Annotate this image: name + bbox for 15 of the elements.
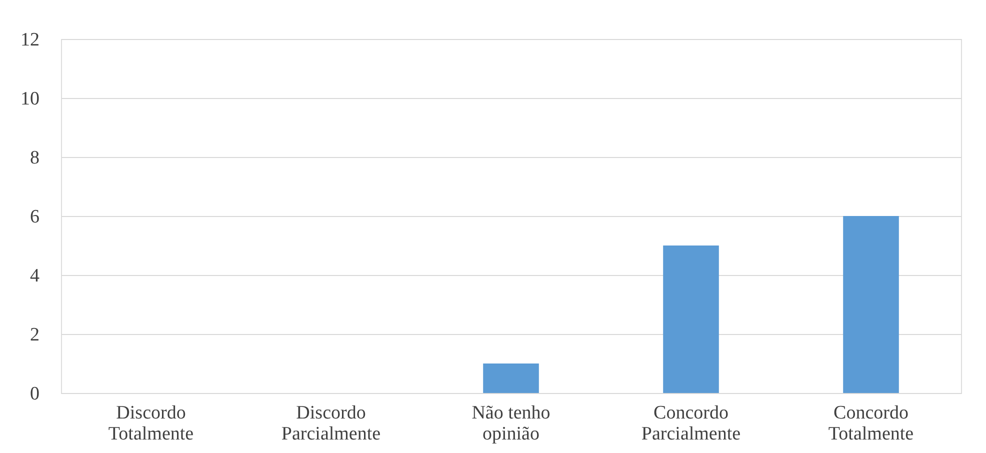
y-tick-label: 6 bbox=[30, 206, 40, 228]
y-tick-label: 4 bbox=[30, 266, 40, 286]
bar bbox=[843, 216, 899, 393]
x-tick-label: Discordo Parcialmente bbox=[281, 402, 381, 444]
y-tick-label: 12 bbox=[20, 30, 40, 50]
y-tick-label: 0 bbox=[30, 384, 40, 404]
x-tick-label: Não tenho opinião bbox=[472, 402, 550, 444]
y-tick-label: 10 bbox=[20, 88, 40, 110]
y-tick-label: 8 bbox=[30, 148, 40, 168]
x-tick-label: Concordo Totalmente bbox=[828, 402, 914, 444]
bar bbox=[483, 364, 539, 393]
y-tick-label: 2 bbox=[30, 324, 40, 346]
x-tick-label: Concordo Parcialmente bbox=[641, 402, 741, 444]
x-tick-label: Discordo Totalmente bbox=[108, 402, 194, 444]
bar bbox=[663, 246, 719, 393]
